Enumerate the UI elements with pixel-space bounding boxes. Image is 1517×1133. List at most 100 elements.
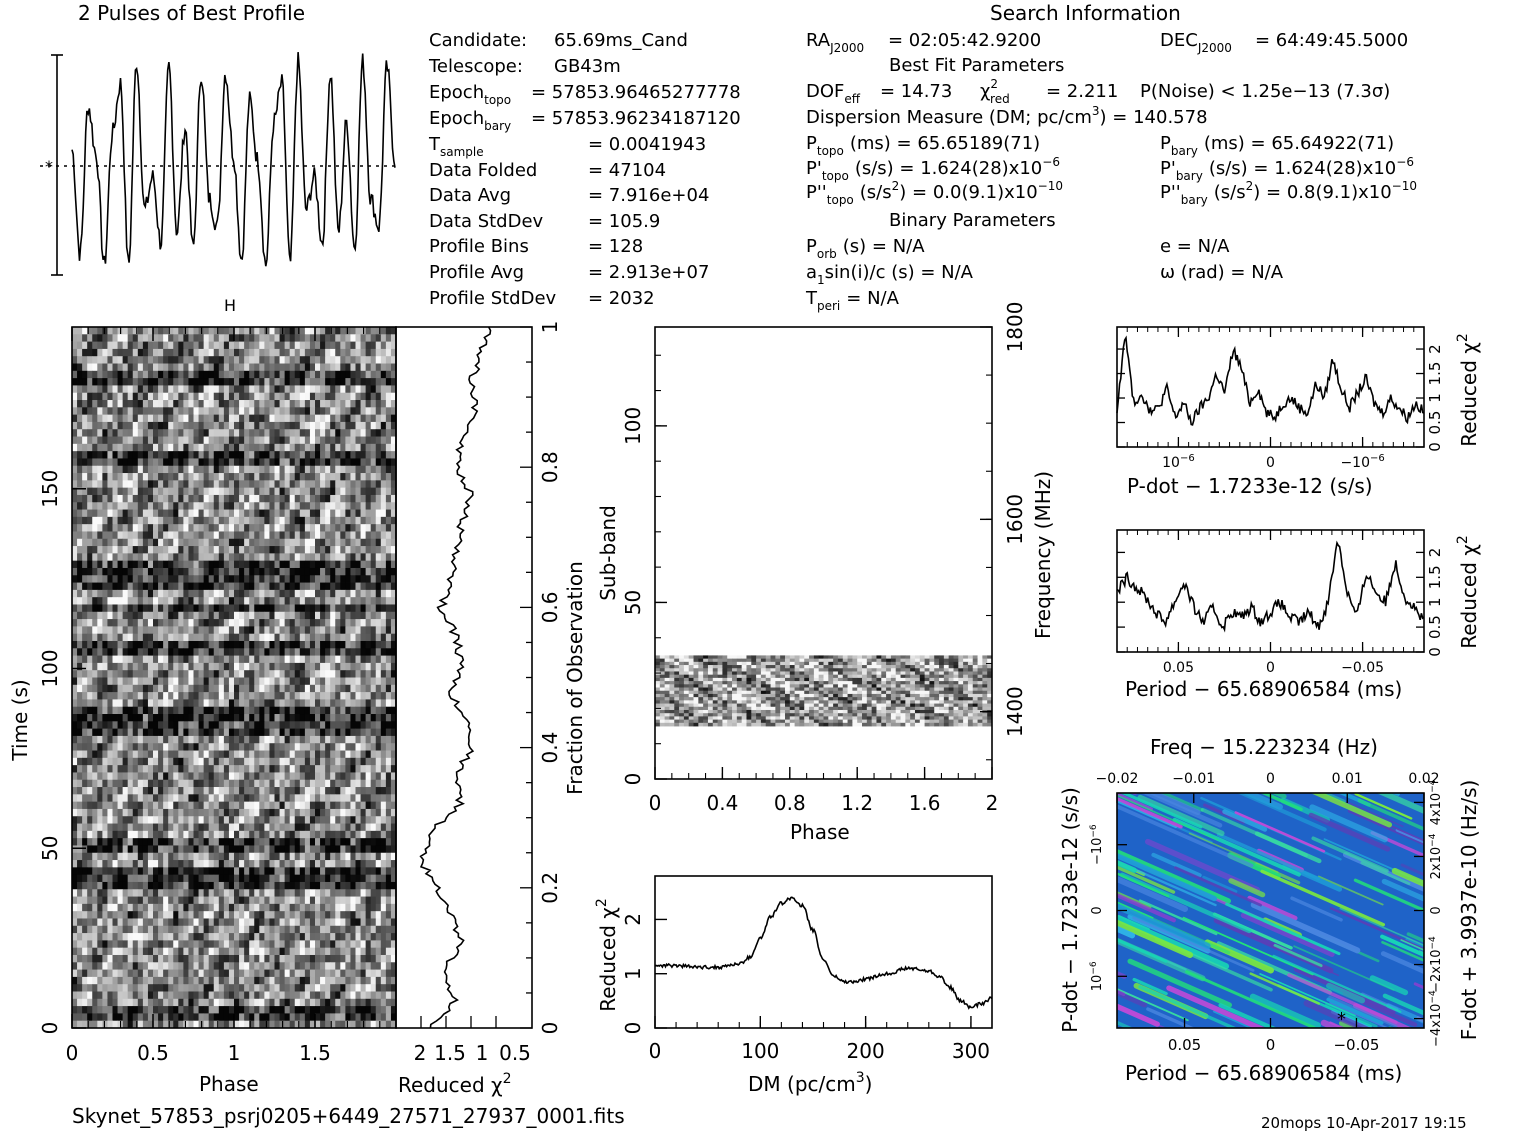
heatmap-cell bbox=[203, 721, 210, 730]
heatmap-cell bbox=[390, 706, 397, 715]
heatmap-cell bbox=[254, 546, 260, 554]
heatmap-cell bbox=[87, 699, 93, 708]
heatmap-cell bbox=[198, 823, 205, 832]
heatmap-cell bbox=[158, 874, 164, 883]
heatmap-cell bbox=[284, 816, 291, 824]
heatmap-cell bbox=[117, 560, 124, 569]
heatmap-cell bbox=[153, 597, 159, 605]
heatmap-cell bbox=[142, 407, 149, 416]
heatmap-cell bbox=[345, 721, 351, 730]
heatmap-cell bbox=[168, 655, 174, 664]
heatmap-cell bbox=[168, 494, 174, 503]
heatmap-cell bbox=[107, 473, 113, 481]
heatmap-cell bbox=[264, 816, 270, 824]
heatmap-cell bbox=[360, 473, 367, 481]
heatmap-cell bbox=[390, 874, 397, 883]
heatmap-cell bbox=[259, 502, 265, 510]
heatmap-cell bbox=[304, 502, 311, 510]
heatmap-cell bbox=[269, 611, 275, 620]
heatmap-cell bbox=[208, 794, 215, 803]
heatmap-cell bbox=[218, 699, 225, 708]
heatmap-cell bbox=[239, 611, 245, 620]
heatmap-cell bbox=[294, 604, 301, 613]
heatmap-cell bbox=[365, 480, 372, 489]
heatmap-cell bbox=[158, 852, 164, 861]
heatmap-cell bbox=[97, 494, 103, 503]
heatmap-cell bbox=[208, 589, 215, 598]
heatmap-cell bbox=[254, 334, 260, 342]
heatmap-cell bbox=[249, 706, 255, 715]
heatmap-cell bbox=[107, 509, 113, 518]
heatmap-cell bbox=[284, 400, 291, 408]
heatmap-cell bbox=[163, 801, 169, 810]
heatmap-cell bbox=[299, 619, 306, 627]
heatmap-cell bbox=[193, 787, 199, 795]
heatmap-cell bbox=[315, 728, 321, 737]
heatmap-cell bbox=[294, 443, 301, 452]
heatmap-cell bbox=[390, 465, 397, 474]
heatmap-cell bbox=[213, 458, 220, 467]
heatmap-cell bbox=[213, 735, 220, 744]
heatmap-cell bbox=[335, 757, 341, 766]
heatmap-cell bbox=[375, 699, 382, 708]
heatmap-cell bbox=[147, 801, 154, 810]
heatmap-cell bbox=[390, 648, 397, 656]
heatmap-cell bbox=[239, 640, 245, 649]
heatmap-cell bbox=[370, 692, 377, 700]
heatmap-cell bbox=[390, 692, 397, 700]
heatmap-cell bbox=[355, 553, 361, 562]
heatmap-cell bbox=[77, 823, 83, 832]
heatmap-cell bbox=[264, 407, 270, 416]
heatmap-cell bbox=[304, 692, 311, 700]
heatmap-cell bbox=[137, 582, 144, 591]
heatmap-cell bbox=[304, 341, 311, 350]
heatmap-cell bbox=[92, 867, 98, 876]
heatmap-cell bbox=[345, 502, 351, 510]
heatmap-cell bbox=[82, 830, 88, 839]
heatmap-cell bbox=[107, 487, 113, 496]
heatmap-cell bbox=[390, 823, 397, 832]
heatmap-cell bbox=[223, 334, 230, 342]
heatmap-cell bbox=[102, 845, 108, 854]
heatmap-cell bbox=[147, 421, 154, 430]
heatmap-cell bbox=[289, 779, 296, 788]
heatmap-cell bbox=[279, 779, 286, 788]
heatmap-cell bbox=[289, 509, 296, 518]
heatmap-cell bbox=[102, 874, 108, 883]
heatmap-cell bbox=[289, 721, 296, 730]
heatmap-cell bbox=[218, 553, 225, 562]
heatmap-cell bbox=[254, 640, 260, 649]
heatmap-cell bbox=[360, 443, 367, 452]
heatmap-cell bbox=[299, 816, 306, 824]
heatmap-cell bbox=[325, 567, 331, 576]
heatmap-cell bbox=[304, 480, 311, 489]
heatmap-cell bbox=[153, 421, 159, 430]
heatmap-cell bbox=[218, 494, 225, 503]
heatmap-cell bbox=[345, 370, 351, 379]
heatmap-cell bbox=[97, 589, 103, 598]
heatmap-cell bbox=[153, 560, 159, 569]
heatmap-cell bbox=[198, 407, 205, 416]
heatmap-cell bbox=[350, 684, 356, 693]
heatmap-cell bbox=[102, 451, 108, 459]
heatmap-cell bbox=[299, 465, 306, 474]
heatmap-cell bbox=[112, 845, 118, 854]
heatmap-cell bbox=[325, 867, 331, 876]
heatmap-cell bbox=[309, 714, 316, 722]
heatmap-cell bbox=[188, 801, 194, 810]
heatmap-cell bbox=[168, 816, 174, 824]
heatmap-cell bbox=[173, 465, 179, 474]
heatmap-cell bbox=[147, 473, 154, 481]
heatmap-cell bbox=[360, 779, 367, 788]
heatmap-cell bbox=[228, 553, 235, 562]
heatmap-cell bbox=[350, 648, 356, 656]
heatmap-cell bbox=[163, 714, 169, 722]
heatmap-cell bbox=[244, 735, 250, 744]
heatmap-cell bbox=[380, 356, 387, 364]
heatmap-cell bbox=[370, 516, 377, 525]
heatmap-cell bbox=[289, 626, 296, 635]
heatmap-cell bbox=[294, 684, 301, 693]
heatmap-cell bbox=[320, 860, 326, 868]
heatmap-cell bbox=[264, 429, 270, 437]
heatmap-cell bbox=[355, 823, 361, 832]
